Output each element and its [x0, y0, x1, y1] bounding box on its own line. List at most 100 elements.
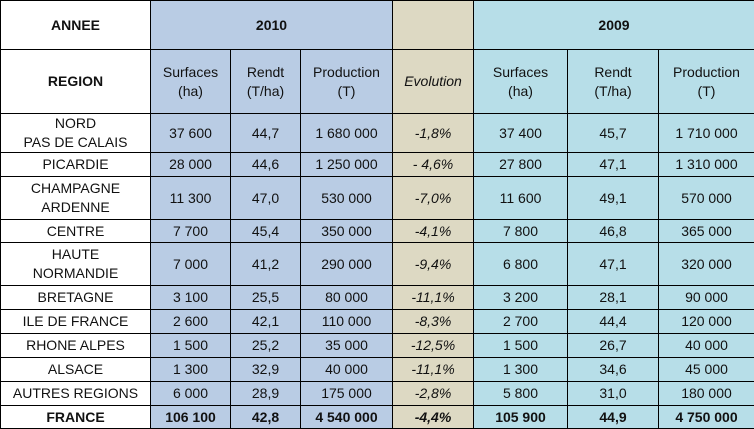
- surfaces-2010-cell: 6 000: [151, 382, 231, 406]
- evolution-cell: -7,0%: [393, 177, 474, 220]
- surfaces-2010-cell: 7 700: [151, 220, 231, 243]
- total-region-cell: FRANCE: [1, 406, 151, 429]
- annee-header: ANNEE: [1, 1, 151, 50]
- surfaces-2009-cell: 27 800: [474, 153, 568, 177]
- surfaces-2009-cell: 1 500: [474, 334, 568, 358]
- surfaces-2010-cell: 28 000: [151, 153, 231, 177]
- surfaces-2010-cell: 2 600: [151, 310, 231, 334]
- evolution-cell: -8,3%: [393, 310, 474, 334]
- surfaces-2010-header: Surfaces(ha): [151, 50, 231, 114]
- region-cell: BRETAGNE: [1, 286, 151, 310]
- region-header: REGION: [1, 50, 151, 114]
- rendt-2010-cell: 47,0: [231, 177, 301, 220]
- rendt-2010-cell: 42,1: [231, 310, 301, 334]
- production-2010-cell: 1 680 000: [301, 114, 393, 153]
- production-2010-cell: 530 000: [301, 177, 393, 220]
- region-cell: RHONE ALPES: [1, 334, 151, 358]
- evolution-cell: -1,8%: [393, 114, 474, 153]
- production-2009-cell: 45 000: [659, 358, 754, 382]
- rendt-2010-cell: 32,9: [231, 358, 301, 382]
- region-cell: PICARDIE: [1, 153, 151, 177]
- surfaces-2009-cell: 37 400: [474, 114, 568, 153]
- rendt-2010-header: Rendt(T/ha): [231, 50, 301, 114]
- total-production-2009-cell: 4 750 000: [659, 406, 754, 429]
- rendt-2009-header: Rendt(T/ha): [568, 50, 659, 114]
- evolution-cell: -12,5%: [393, 334, 474, 358]
- production-2009-cell: 1 710 000: [659, 114, 754, 153]
- region-cell: ALSACE: [1, 358, 151, 382]
- production-2009-cell: 120 000: [659, 310, 754, 334]
- rendt-2009-cell: 44,4: [568, 310, 659, 334]
- production-2010-cell: 350 000: [301, 220, 393, 243]
- surfaces-2010-cell: 3 100: [151, 286, 231, 310]
- total-surfaces-2010-cell: 106 100: [151, 406, 231, 429]
- rendt-2009-cell: 47,1: [568, 153, 659, 177]
- year-2010-header: 2010: [151, 1, 393, 50]
- production-2009-cell: 180 000: [659, 382, 754, 406]
- rendt-2010-cell: 45,4: [231, 220, 301, 243]
- rendt-2009-cell: 31,0: [568, 382, 659, 406]
- rendt-2009-cell: 34,6: [568, 358, 659, 382]
- evolution-cell: -11,1%: [393, 286, 474, 310]
- production-2009-cell: 365 000: [659, 220, 754, 243]
- rendt-2009-cell: 47,1: [568, 243, 659, 286]
- rendt-2010-cell: 41,2: [231, 243, 301, 286]
- total-production-2010-cell: 4 540 000: [301, 406, 393, 429]
- surfaces-2009-cell: 7 800: [474, 220, 568, 243]
- rendt-2010-cell: 25,2: [231, 334, 301, 358]
- surfaces-2009-header: Surfaces(ha): [474, 50, 568, 114]
- total-rendt-2009-cell: 44,9: [568, 406, 659, 429]
- production-2010-cell: 1 250 000: [301, 153, 393, 177]
- production-2009-cell: 320 000: [659, 243, 754, 286]
- production-2010-header: Production(T): [301, 50, 393, 114]
- production-2009-cell: 570 000: [659, 177, 754, 220]
- evolution-cell: -2,8%: [393, 382, 474, 406]
- evolution-cell: -4,1%: [393, 220, 474, 243]
- rendt-2009-cell: 26,7: [568, 334, 659, 358]
- rendt-2009-cell: 45,7: [568, 114, 659, 153]
- production-2009-cell: 40 000: [659, 334, 754, 358]
- rendt-2009-cell: 28,1: [568, 286, 659, 310]
- production-2010-cell: 290 000: [301, 243, 393, 286]
- production-2009-header: Production(T): [659, 50, 754, 114]
- year-2009-header: 2009: [474, 1, 754, 50]
- production-2010-cell: 175 000: [301, 382, 393, 406]
- evolution-cell: -9,4%: [393, 243, 474, 286]
- evolution-cell: - 4,6%: [393, 153, 474, 177]
- rendt-2009-cell: 46,8: [568, 220, 659, 243]
- rendt-2010-cell: 25,5: [231, 286, 301, 310]
- production-2009-cell: 1 310 000: [659, 153, 754, 177]
- evolution-header: Evolution: [393, 50, 474, 114]
- region-cell: ILE DE FRANCE: [1, 310, 151, 334]
- surfaces-2010-cell: 1 500: [151, 334, 231, 358]
- surfaces-2010-cell: 37 600: [151, 114, 231, 153]
- surfaces-2009-cell: 6 800: [474, 243, 568, 286]
- header-row-year: ANNEE 2010 2009: [1, 1, 754, 50]
- surfaces-2010-cell: 7 000: [151, 243, 231, 286]
- production-2010-cell: 35 000: [301, 334, 393, 358]
- surfaces-2009-cell: 3 200: [474, 286, 568, 310]
- surfaces-2009-cell: 2 700: [474, 310, 568, 334]
- surfaces-2009-cell: 5 800: [474, 382, 568, 406]
- region-cell: CENTRE: [1, 220, 151, 243]
- evolution-cell: -11,1%: [393, 358, 474, 382]
- total-surfaces-2009-cell: 105 900: [474, 406, 568, 429]
- evolution-year-blank: [393, 1, 474, 50]
- surfaces-2009-cell: 1 300: [474, 358, 568, 382]
- production-2010-cell: 40 000: [301, 358, 393, 382]
- production-2009-cell: 90 000: [659, 286, 754, 310]
- production-2010-cell: 80 000: [301, 286, 393, 310]
